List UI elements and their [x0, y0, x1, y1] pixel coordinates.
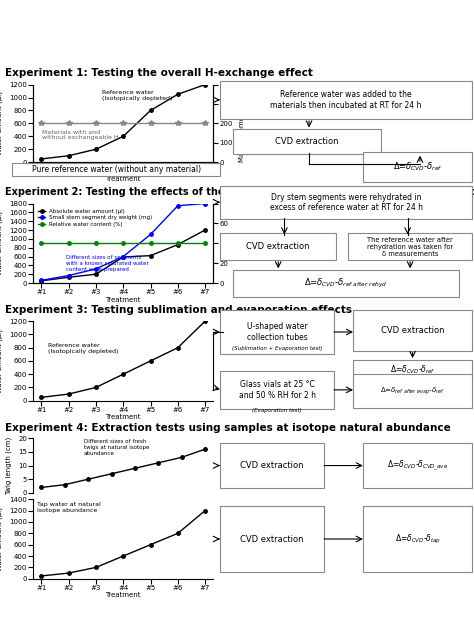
Text: Reference water
(Isotopically depleted): Reference water (Isotopically depleted): [101, 90, 172, 101]
Text: Pure reference water (without any material): Pure reference water (without any materi…: [32, 165, 201, 174]
Y-axis label: Material amount (mg): Material amount (mg): [238, 85, 245, 162]
Text: Reference water was added to the
materials then incubated at RT for 24 h: Reference water was added to the materia…: [270, 90, 422, 109]
Text: $\Delta$=$\delta_{CVD}$-$\delta_{tap}$: $\Delta$=$\delta_{CVD}$-$\delta_{tap}$: [394, 532, 440, 546]
Absolute water amount (µl): [202, 226, 208, 234]
Absolute water amount (µl): [93, 270, 99, 278]
X-axis label: Treatment: Treatment: [106, 176, 141, 182]
Text: CVD extraction: CVD extraction: [381, 326, 444, 335]
Relative water content (%): [93, 239, 99, 247]
Relative water content (%): [175, 239, 181, 247]
X-axis label: Treatment: Treatment: [106, 414, 141, 420]
Text: CVD extraction: CVD extraction: [246, 242, 310, 251]
Text: Different sizes of segments
with a known saturated water
content were prepared: Different sizes of segments with a known…: [65, 255, 148, 272]
Small stem segment dry weight (mg): [148, 231, 154, 238]
FancyBboxPatch shape: [220, 233, 336, 260]
FancyBboxPatch shape: [220, 371, 334, 409]
Small stem segment dry weight (mg): [202, 200, 208, 207]
Absolute water amount (µl): [38, 277, 44, 285]
Text: (Evaporation test): (Evaporation test): [252, 408, 302, 413]
Y-axis label: Water amount (µl): Water amount (µl): [0, 92, 3, 155]
FancyBboxPatch shape: [363, 506, 472, 572]
FancyBboxPatch shape: [233, 270, 459, 297]
Text: (Sublimation + Evaporation test): (Sublimation + Evaporation test): [232, 346, 322, 351]
FancyBboxPatch shape: [220, 81, 472, 119]
Relative water content (%): [38, 239, 44, 247]
Line: Small stem segment dry weight (mg): Small stem segment dry weight (mg): [40, 202, 207, 282]
Text: Tap water at natural
isotope abundance: Tap water at natural isotope abundance: [37, 502, 100, 513]
Absolute water amount (µl): [66, 273, 72, 281]
Text: Experiment 1: Testing the overall H-exchange effect: Experiment 1: Testing the overall H-exch…: [5, 69, 313, 78]
Text: $\Delta$=$\delta_{CVD}$-$\delta_{ref}$: $\Delta$=$\delta_{CVD}$-$\delta_{ref}$: [392, 161, 442, 173]
Relative water content (%): [120, 239, 126, 247]
Y-axis label: Water amount (µl): Water amount (µl): [0, 329, 3, 393]
Text: Experiment 2: Testing the effects of the absolute water amount and relative wate: Experiment 2: Testing the effects of the…: [5, 188, 474, 197]
X-axis label: Treatment: Treatment: [106, 592, 141, 598]
Text: Reference water
(Isotopically depleted): Reference water (Isotopically depleted): [47, 343, 118, 354]
Text: The reference water after
rehydration was taken for
δ measurements: The reference water after rehydration wa…: [367, 237, 453, 257]
FancyBboxPatch shape: [354, 360, 472, 378]
Absolute water amount (µl): [148, 252, 154, 259]
Text: Glass vials at 25 °C
and 50 % RH for 2 h: Glass vials at 25 °C and 50 % RH for 2 h: [238, 380, 316, 399]
Text: Experiment 4: Extraction tests using samples at isotope natural abundance: Experiment 4: Extraction tests using sam…: [5, 423, 450, 432]
Absolute water amount (µl): [120, 253, 126, 261]
FancyBboxPatch shape: [348, 233, 472, 260]
X-axis label: Treatment: Treatment: [106, 296, 141, 303]
FancyBboxPatch shape: [220, 443, 324, 488]
Text: CVD extraction: CVD extraction: [275, 137, 338, 146]
Relative water content (%): [148, 239, 154, 247]
FancyBboxPatch shape: [363, 152, 472, 183]
Text: CVD extraction: CVD extraction: [240, 461, 304, 470]
Text: $\Delta$=$\delta_{CVD}$-$\delta_{ref}$: $\Delta$=$\delta_{CVD}$-$\delta_{ref}$: [390, 363, 435, 375]
Y-axis label: Twig length (cm): Twig length (cm): [6, 436, 12, 495]
Small stem segment dry weight (mg): [93, 265, 99, 273]
FancyBboxPatch shape: [12, 163, 220, 176]
FancyBboxPatch shape: [354, 310, 472, 351]
Text: Different sizes of fresh
twigs at natural isotope
abundance: Different sizes of fresh twigs at natura…: [83, 439, 149, 456]
FancyBboxPatch shape: [233, 129, 381, 154]
Legend: Absolute water amount (µl), Small stem segment dry weight (mg), Relative water c: Absolute water amount (µl), Small stem s…: [36, 206, 155, 229]
FancyBboxPatch shape: [354, 374, 472, 408]
Small stem segment dry weight (mg): [66, 272, 72, 279]
Absolute water amount (µl): [175, 241, 181, 249]
FancyBboxPatch shape: [363, 443, 472, 488]
FancyBboxPatch shape: [220, 310, 334, 354]
FancyBboxPatch shape: [220, 186, 472, 219]
Small stem segment dry weight (mg): [38, 277, 44, 284]
Text: $\Delta$=$\delta_{CVD}$-$\delta_{ref\ after\ rehyd}$: $\Delta$=$\delta_{CVD}$-$\delta_{ref\ af…: [304, 277, 388, 290]
Text: $\Delta$=$\delta_{CVD}$-$\delta_{CVD\_ave}$: $\Delta$=$\delta_{CVD}$-$\delta_{CVD\_av…: [387, 459, 448, 473]
Y-axis label: Water amount (µl): Water amount (µl): [0, 507, 3, 571]
Text: U-shaped water
collection tubes: U-shaped water collection tubes: [246, 322, 307, 342]
Text: CVD extraction: CVD extraction: [240, 534, 304, 544]
Text: Experiment 3: Testing sublimation and evaporation effects: Experiment 3: Testing sublimation and ev…: [5, 305, 352, 315]
Line: Relative water content (%): Relative water content (%): [40, 242, 207, 245]
Relative water content (%): [66, 239, 72, 247]
Line: Absolute water amount (µl): Absolute water amount (µl): [40, 228, 207, 282]
Small stem segment dry weight (mg): [175, 202, 181, 209]
Text: Dry stem segments were rehydrated in
excess of reference water at RT for 24 h: Dry stem segments were rehydrated in exc…: [270, 193, 422, 212]
Relative water content (%): [202, 239, 208, 247]
FancyBboxPatch shape: [220, 506, 324, 572]
Text: Materials with and
without exchangeable H: Materials with and without exchangeable …: [42, 130, 119, 141]
Y-axis label: Water amount (µl): Water amount (µl): [0, 211, 3, 275]
Small stem segment dry weight (mg): [120, 252, 126, 260]
Text: $\Delta$=$\delta_{ref\ after\ evap}$-$\delta_{ref}$: $\Delta$=$\delta_{ref\ after\ evap}$-$\d…: [380, 385, 445, 397]
